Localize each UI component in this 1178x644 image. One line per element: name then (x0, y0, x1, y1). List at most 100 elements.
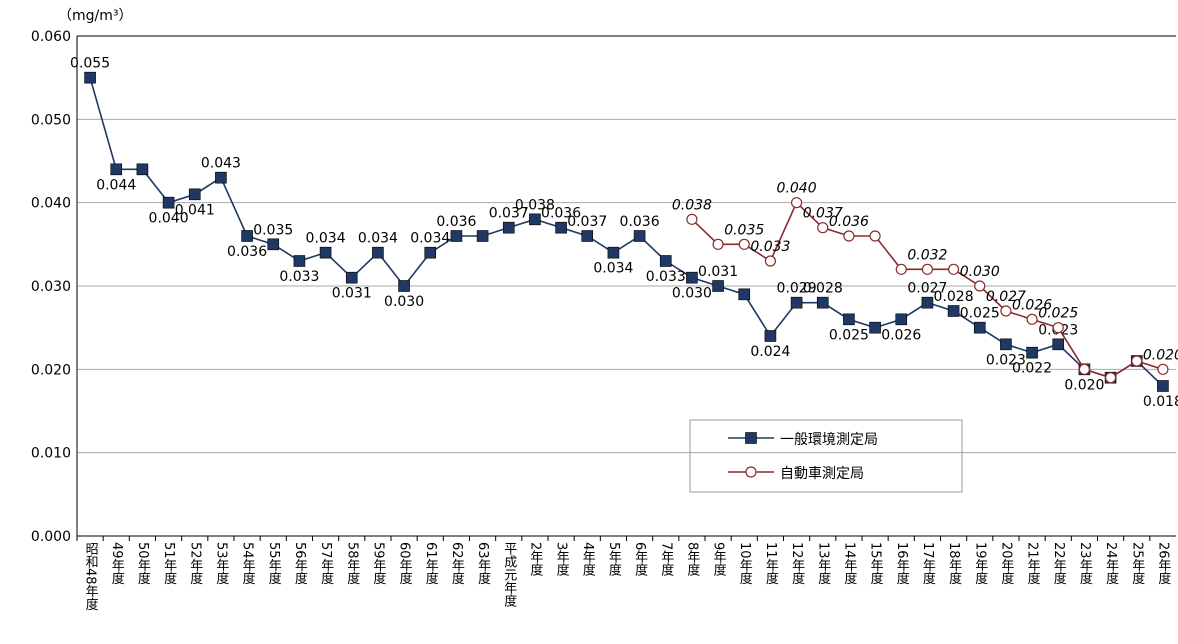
data-label: 0.025 (960, 306, 1000, 322)
x-tick-label: 7年度 (658, 542, 674, 577)
point (607, 246, 620, 259)
x-tick-label: 56年度 (292, 542, 308, 585)
x-tick-label: 61年度 (423, 542, 439, 585)
x-tick-label: 22年度 (1051, 542, 1067, 585)
x-tick-label: 21年度 (1025, 542, 1041, 585)
y-tick-label: 0.060 (31, 29, 71, 45)
data-label: 0.037 (489, 206, 529, 222)
x-tick-label: 60年度 (397, 542, 413, 585)
y-tick-label: 0.050 (31, 112, 71, 128)
x-tick-label: 20年度 (998, 542, 1014, 585)
point (790, 197, 803, 209)
point (84, 71, 96, 84)
x-tick-label: 平成元年度 (501, 542, 517, 607)
x-tick-label: 4年度 (580, 542, 596, 577)
data-label: 0.028 (803, 281, 843, 297)
point (241, 230, 253, 242)
point (712, 238, 724, 250)
point (188, 188, 201, 201)
data-label: 0.028 (934, 289, 974, 305)
x-tick-label: 18年度 (946, 542, 962, 585)
x-tick-label: 62年度 (449, 542, 465, 585)
data-label: 0.036 (541, 206, 581, 222)
data-label: 0.031 (332, 286, 372, 302)
x-tick-label: 26年度 (1155, 542, 1171, 585)
point (816, 296, 829, 309)
point (659, 255, 672, 267)
point (921, 263, 934, 275)
x-tick-label: 昭和48年度 (83, 542, 99, 611)
y-tick-label: 0.010 (31, 446, 71, 462)
data-label: 0.027 (986, 289, 1026, 305)
point (215, 171, 227, 184)
data-label: 0.035 (253, 222, 293, 238)
point (1104, 372, 1117, 384)
point (555, 221, 567, 234)
point (1157, 363, 1169, 375)
data-label: 0.036 (829, 214, 869, 230)
x-tick-label: 11年度 (763, 542, 779, 585)
x-tick-label: 19年度 (972, 542, 988, 585)
data-label: 0.030 (672, 286, 712, 302)
x-tick-label: 9年度 (711, 542, 727, 577)
point (869, 230, 881, 242)
data-label: 0.027 (907, 281, 947, 297)
point (1131, 355, 1143, 367)
point (1000, 305, 1012, 317)
legend-label: 自動車測定局 (780, 465, 864, 482)
point (1157, 380, 1169, 392)
point (345, 271, 358, 284)
point (293, 255, 306, 267)
x-tick-label: 10年度 (737, 542, 753, 585)
x-tick-label: 63年度 (475, 542, 491, 585)
data-label: 0.035 (724, 222, 764, 238)
data-label: 0.036 (436, 214, 476, 230)
x-tick-label: 17年度 (920, 542, 936, 585)
point (1052, 322, 1064, 334)
x-tick-label: 13年度 (815, 542, 831, 585)
x-tick-label: 16年度 (894, 542, 910, 585)
x-tick-label: 6年度 (632, 542, 648, 577)
x-tick-label: 3年度 (554, 542, 570, 577)
x-tick-label: 12年度 (789, 542, 805, 585)
data-label: 0.036 (227, 244, 267, 260)
point (136, 163, 149, 176)
data-label: 0.040 (149, 211, 189, 227)
data-label: 0.034 (593, 261, 633, 277)
x-tick-label: 14年度 (841, 542, 857, 585)
x-tick-label: 57年度 (318, 542, 334, 585)
point (1000, 338, 1012, 351)
data-label: 0.034 (358, 231, 398, 247)
x-tick-label: 54年度 (240, 542, 256, 585)
point (1026, 313, 1038, 325)
y-tick-label: 0.000 (31, 529, 71, 545)
x-tick-label: 24年度 (1103, 542, 1119, 585)
y-tick-label: 0.020 (31, 362, 71, 378)
point (319, 246, 332, 259)
point (1052, 338, 1065, 351)
x-tick-label: 25年度 (1129, 542, 1145, 585)
x-tick-label: 8年度 (684, 542, 700, 577)
x-tick-label: 23年度 (1077, 542, 1093, 585)
data-label: 0.055 (70, 56, 110, 72)
data-label: 0.020 (1143, 347, 1178, 363)
data-label: 0.024 (750, 344, 790, 360)
data-label: 0.030 (384, 294, 424, 310)
x-tick-label: 49年度 (109, 542, 125, 585)
point (1026, 346, 1038, 359)
data-label: 0.037 (803, 206, 843, 222)
y-axis-label: （mg/m³） (58, 8, 133, 24)
data-label: 0.034 (410, 231, 450, 247)
data-label: 0.033 (279, 269, 319, 285)
y-tick-label: 0.040 (31, 196, 71, 212)
data-label: 0.038 (672, 197, 712, 213)
data-label: 0.040 (777, 181, 817, 197)
data-label: 0.023 (986, 352, 1026, 368)
data-label: 0.041 (175, 202, 215, 218)
point (738, 288, 751, 301)
point (974, 280, 986, 292)
data-label: 0.033 (646, 269, 686, 285)
point (843, 230, 855, 242)
point (895, 313, 908, 326)
